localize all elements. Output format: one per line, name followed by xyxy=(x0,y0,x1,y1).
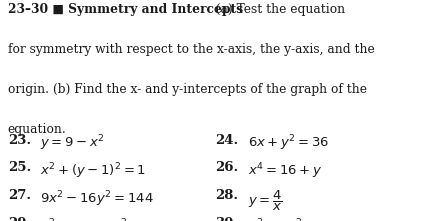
Text: for symmetry with respect to the x-axis, the y-axis, and the: for symmetry with respect to the x-axis,… xyxy=(8,43,374,56)
Text: $6x + y^2 = 36$: $6x + y^2 = 36$ xyxy=(247,134,329,153)
Text: $y = \dfrac{4}{x}$: $y = \dfrac{4}{x}$ xyxy=(247,189,282,213)
Text: 29.: 29. xyxy=(8,217,31,221)
Text: $x^2 + 4xy + y^2 = 1$: $x^2 + 4xy + y^2 = 1$ xyxy=(40,217,151,221)
Text: (a) Test the equation: (a) Test the equation xyxy=(203,3,344,16)
Text: 23.: 23. xyxy=(8,134,31,147)
Text: $x^3 + xy^2 = 5$: $x^3 + xy^2 = 5$ xyxy=(247,217,326,221)
Text: $y = 9 - x^2$: $y = 9 - x^2$ xyxy=(40,134,104,153)
Text: $x^2 + (y - 1)^2 = 1$: $x^2 + (y - 1)^2 = 1$ xyxy=(40,161,146,181)
Text: 28.: 28. xyxy=(215,189,238,202)
Text: $x^4 = 16 + y$: $x^4 = 16 + y$ xyxy=(247,161,322,181)
Text: 27.: 27. xyxy=(8,189,31,202)
Text: origin. (b) Find the x- and y-intercepts of the graph of the: origin. (b) Find the x- and y-intercepts… xyxy=(8,83,366,96)
Text: 24.: 24. xyxy=(215,134,238,147)
Text: $9x^2 - 16y^2 = 144$: $9x^2 - 16y^2 = 144$ xyxy=(40,189,154,209)
Text: equation.: equation. xyxy=(8,123,66,136)
Text: 25.: 25. xyxy=(8,161,31,174)
Text: 30.: 30. xyxy=(215,217,238,221)
Text: 23–30 ■ Symmetry and Intercepts: 23–30 ■ Symmetry and Intercepts xyxy=(8,3,243,16)
Text: 26.: 26. xyxy=(215,161,238,174)
